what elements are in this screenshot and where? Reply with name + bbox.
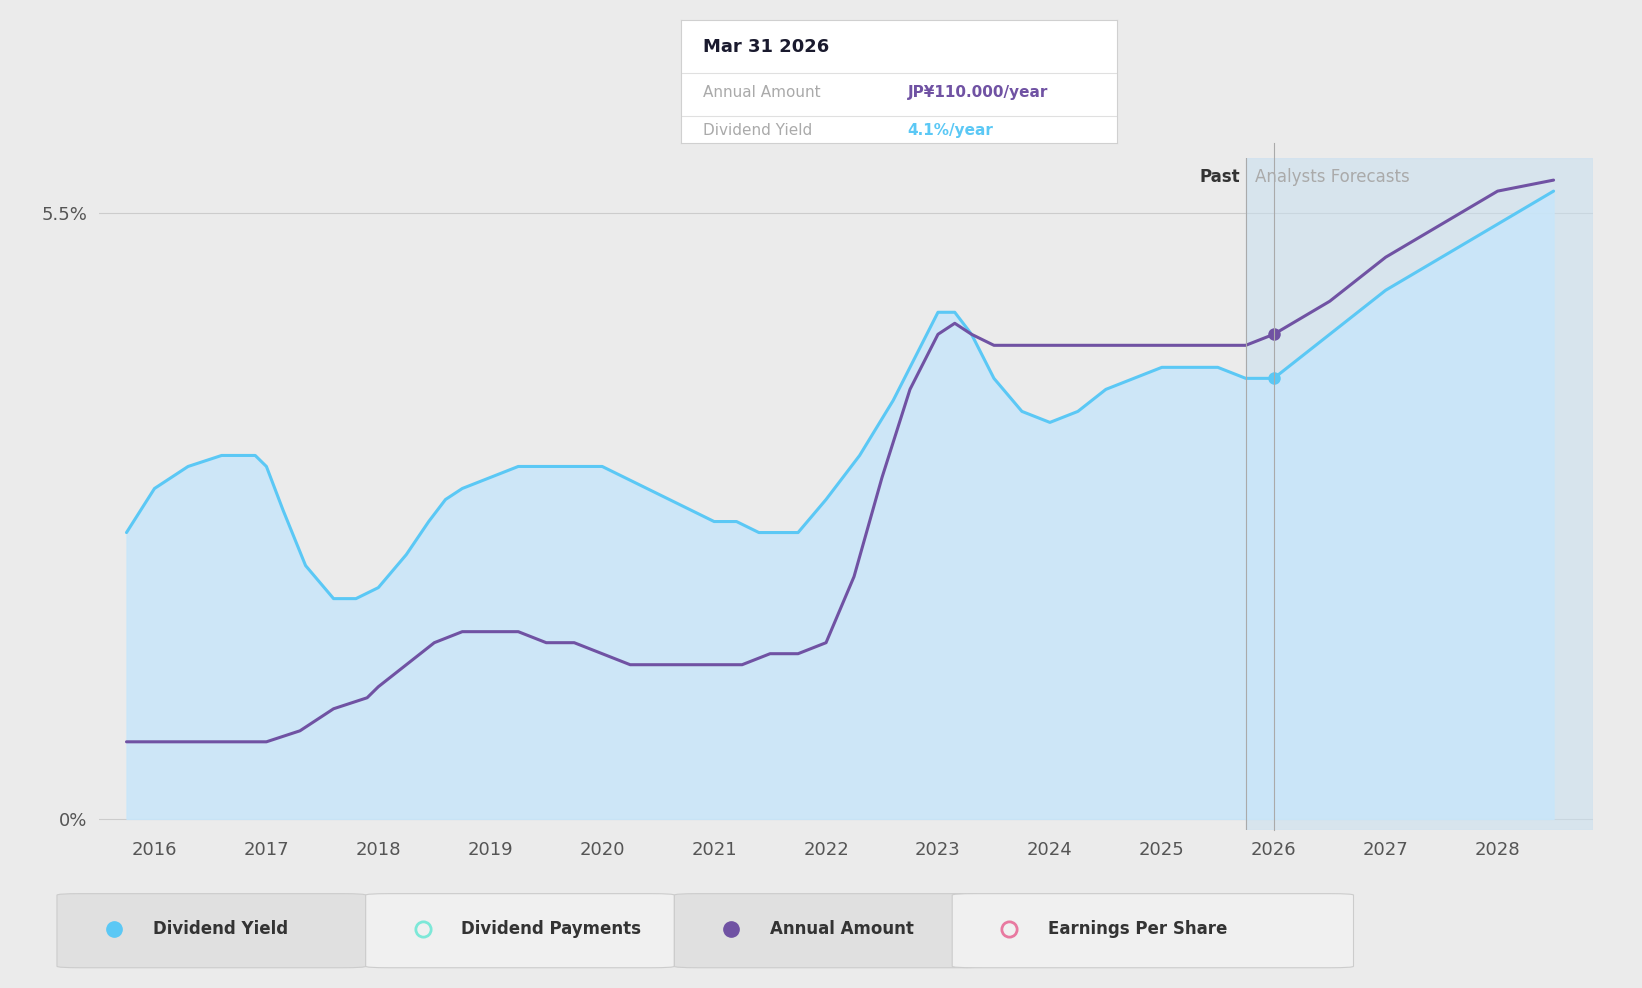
Text: Analysts Forecasts: Analysts Forecasts [1254, 168, 1409, 186]
FancyBboxPatch shape [366, 894, 675, 968]
Text: 4.1%/year: 4.1%/year [908, 124, 993, 138]
Text: Annual Amount: Annual Amount [703, 85, 821, 100]
Text: Dividend Yield: Dividend Yield [153, 920, 287, 938]
FancyBboxPatch shape [675, 894, 984, 968]
FancyBboxPatch shape [57, 894, 366, 968]
Text: Past: Past [1200, 168, 1240, 186]
Text: Dividend Yield: Dividend Yield [703, 124, 813, 138]
Bar [1246, 158, 1593, 830]
Text: Earnings Per Share: Earnings Per Share [1048, 920, 1227, 938]
Text: JP¥110.000/year: JP¥110.000/year [908, 85, 1048, 100]
Text: Dividend Payments: Dividend Payments [461, 920, 642, 938]
Text: Mar 31 2026: Mar 31 2026 [703, 38, 829, 56]
Text: Annual Amount: Annual Amount [770, 920, 915, 938]
FancyBboxPatch shape [952, 894, 1353, 968]
